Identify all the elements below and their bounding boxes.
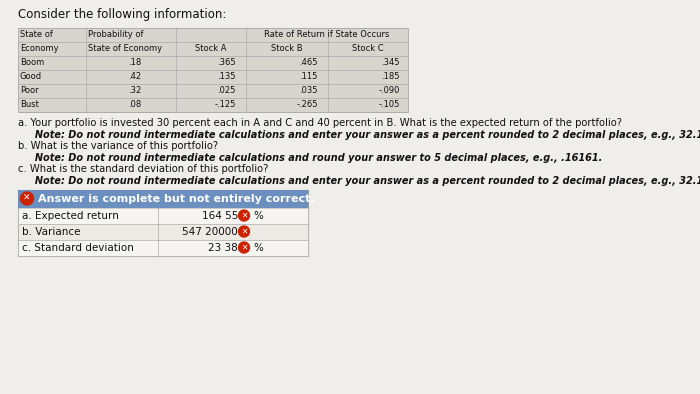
Text: ✕: ✕ bbox=[23, 194, 31, 203]
Text: -.090: -.090 bbox=[379, 86, 400, 95]
Text: Economy: Economy bbox=[20, 44, 59, 53]
Text: Probability of: Probability of bbox=[88, 30, 144, 39]
Text: ✕: ✕ bbox=[241, 243, 247, 252]
Text: .185: .185 bbox=[382, 72, 400, 81]
Circle shape bbox=[239, 226, 249, 237]
Text: .465: .465 bbox=[300, 58, 318, 67]
Text: %: % bbox=[253, 210, 263, 221]
Text: Stock C: Stock C bbox=[352, 44, 384, 53]
Text: Rate of Return if State Occurs: Rate of Return if State Occurs bbox=[265, 30, 390, 39]
Bar bbox=[18, 240, 308, 255]
Text: 164 55: 164 55 bbox=[202, 210, 238, 221]
Bar bbox=[18, 190, 308, 208]
Bar bbox=[18, 208, 308, 223]
Circle shape bbox=[20, 192, 34, 205]
Circle shape bbox=[239, 242, 249, 253]
Text: .115: .115 bbox=[300, 72, 318, 81]
Bar bbox=[18, 223, 308, 240]
Text: Boom: Boom bbox=[20, 58, 44, 67]
Text: b. Variance: b. Variance bbox=[22, 227, 80, 236]
Bar bbox=[18, 190, 308, 255]
Text: -.105: -.105 bbox=[379, 100, 400, 109]
Text: Stock A: Stock A bbox=[195, 44, 227, 53]
Text: a. Expected return: a. Expected return bbox=[22, 210, 119, 221]
Text: Note: Do not round intermediate calculations and enter your answer as a percent : Note: Do not round intermediate calculat… bbox=[18, 175, 700, 186]
Text: -.125: -.125 bbox=[215, 100, 236, 109]
Text: %: % bbox=[253, 242, 263, 253]
Text: .035: .035 bbox=[300, 86, 318, 95]
Text: .135: .135 bbox=[218, 72, 236, 81]
Text: 23 38: 23 38 bbox=[209, 242, 238, 253]
Text: a. Your portfolio is invested 30 percent each in A and C and 40 percent in B. Wh: a. Your portfolio is invested 30 percent… bbox=[18, 118, 622, 128]
Text: Poor: Poor bbox=[20, 86, 38, 95]
Text: Note: Do not round intermediate calculations and enter your answer as a percent : Note: Do not round intermediate calculat… bbox=[18, 130, 700, 139]
Text: Bust: Bust bbox=[20, 100, 39, 109]
Text: Stock B: Stock B bbox=[271, 44, 303, 53]
Text: Answer is complete but not entirely correct.: Answer is complete but not entirely corr… bbox=[38, 193, 314, 203]
Text: .345: .345 bbox=[382, 58, 400, 67]
Text: 547 20000: 547 20000 bbox=[182, 227, 238, 236]
Text: Good: Good bbox=[20, 72, 42, 81]
Text: State of Economy: State of Economy bbox=[88, 44, 162, 53]
Text: c. What is the standard deviation of this portfolio?: c. What is the standard deviation of thi… bbox=[18, 164, 268, 174]
Text: State of: State of bbox=[20, 30, 53, 39]
Text: .08: .08 bbox=[127, 100, 141, 109]
Text: b. What is the variance of this portfolio?: b. What is the variance of this portfoli… bbox=[18, 141, 218, 151]
Bar bbox=[18, 28, 408, 112]
Text: .42: .42 bbox=[128, 72, 141, 81]
Text: .365: .365 bbox=[218, 58, 236, 67]
Text: ✕: ✕ bbox=[241, 211, 247, 220]
Text: .18: .18 bbox=[127, 58, 141, 67]
Text: Consider the following information:: Consider the following information: bbox=[18, 8, 226, 21]
Text: c. Standard deviation: c. Standard deviation bbox=[22, 242, 134, 253]
Text: ✕: ✕ bbox=[241, 227, 247, 236]
Text: Note: Do not round intermediate calculations and round your answer to 5 decimal : Note: Do not round intermediate calculat… bbox=[18, 152, 603, 162]
Circle shape bbox=[239, 210, 249, 221]
Text: .025: .025 bbox=[218, 86, 236, 95]
Text: -.265: -.265 bbox=[297, 100, 318, 109]
Text: .32: .32 bbox=[127, 86, 141, 95]
